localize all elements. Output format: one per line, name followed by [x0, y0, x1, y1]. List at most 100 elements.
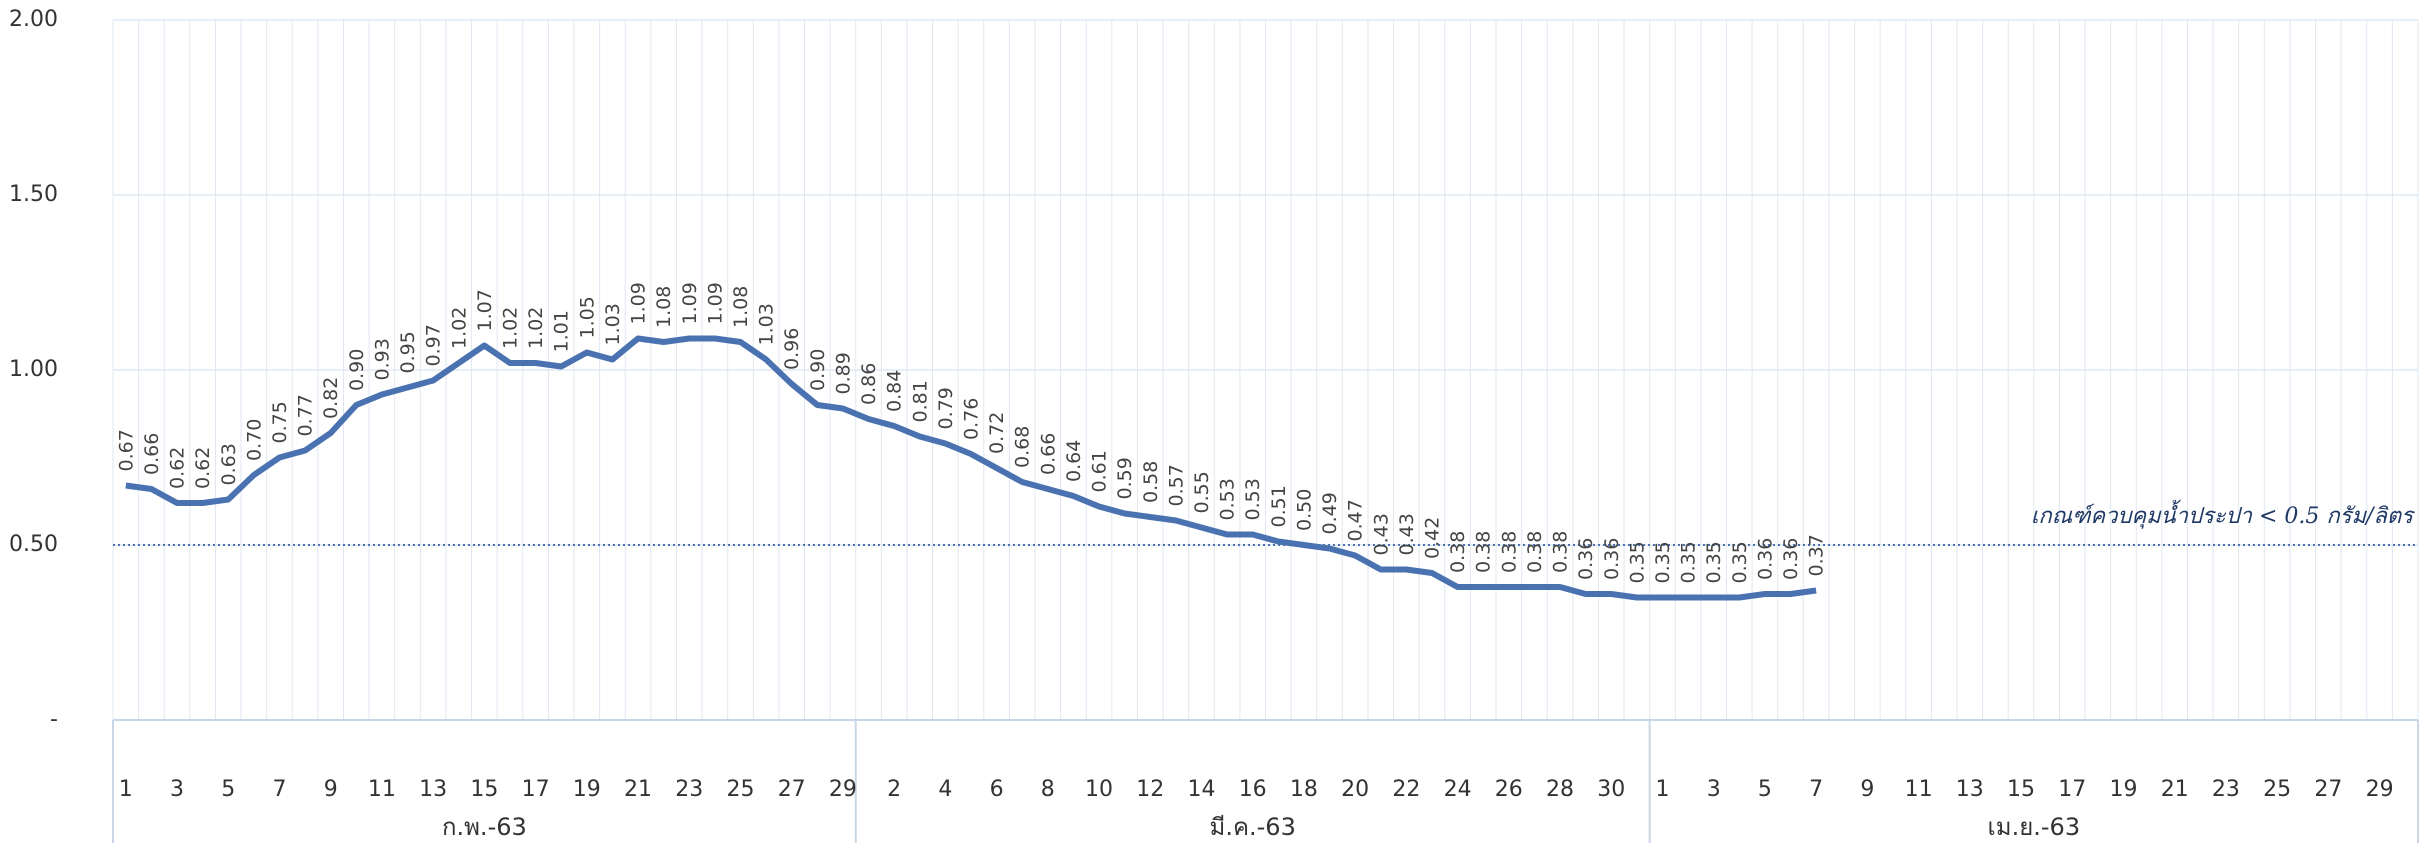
value-label: 0.37 [1806, 534, 1828, 576]
x-tick-label: 1 [119, 777, 133, 802]
value-label: 0.90 [807, 349, 829, 391]
value-label: 1.08 [730, 286, 752, 328]
value-label: 1.09 [704, 282, 726, 324]
x-tick-label: 7 [1809, 777, 1823, 802]
value-label: 1.02 [448, 307, 470, 349]
value-label: 0.55 [1191, 471, 1213, 513]
x-tick-label: 15 [2007, 777, 2035, 802]
x-tick-label: 22 [1392, 777, 1420, 802]
x-tick-label: 11 [1905, 777, 1933, 802]
value-label: 0.66 [141, 433, 163, 475]
x-tick-label: 16 [1239, 777, 1267, 802]
group-label: เม.ย.-63 [1988, 813, 2081, 841]
value-label: 1.09 [628, 282, 650, 324]
y-tick-label: 1.50 [9, 182, 58, 207]
x-tick-label: 30 [1597, 777, 1625, 802]
value-label: 0.68 [1012, 426, 1034, 468]
value-label: 0.86 [858, 363, 880, 405]
value-label: 0.43 [1396, 513, 1418, 555]
x-tick-label: 21 [2161, 777, 2189, 802]
y-tick-label: - [50, 707, 58, 732]
value-label: 1.02 [499, 307, 521, 349]
value-label: 0.64 [1063, 440, 1085, 482]
x-tick-label: 5 [1758, 777, 1772, 802]
x-tick-label: 21 [624, 777, 652, 802]
x-tick-label: 19 [573, 777, 601, 802]
x-tick-label: 13 [1956, 777, 1984, 802]
value-label: 0.67 [115, 429, 137, 471]
value-label: 0.36 [1754, 538, 1776, 580]
y-tick-label: 0.50 [9, 532, 58, 557]
value-label: 1.02 [525, 307, 547, 349]
value-label: 0.47 [1345, 499, 1367, 541]
value-label: 0.62 [167, 447, 189, 489]
value-label: 0.72 [986, 412, 1008, 454]
value-label: 0.63 [218, 443, 240, 485]
x-tick-label: 15 [470, 777, 498, 802]
value-label: 0.36 [1780, 538, 1802, 580]
x-tick-label: 3 [1707, 777, 1721, 802]
value-label: 0.82 [320, 377, 342, 419]
x-tick-label: 8 [1041, 777, 1055, 802]
group-label: มี.ค.-63 [1210, 813, 1296, 841]
value-label: 0.49 [1319, 492, 1341, 534]
x-tick-label: 4 [938, 777, 952, 802]
value-label: 0.35 [1729, 541, 1751, 583]
value-label: 1.08 [653, 286, 675, 328]
value-label: 0.38 [1447, 531, 1469, 573]
x-tick-label: 26 [1495, 777, 1523, 802]
x-tick-label: 27 [778, 777, 806, 802]
x-tick-label: 1 [1655, 777, 1669, 802]
value-label: 0.90 [346, 349, 368, 391]
value-label: 0.77 [295, 394, 317, 436]
x-tick-label: 7 [272, 777, 286, 802]
x-tick-label: 29 [2366, 777, 2394, 802]
value-label: 1.09 [679, 282, 701, 324]
reference-label: เกณฑ์ควบคุมน้ำประปา < 0.5 กรัม/ลิตร [2031, 499, 2416, 529]
value-label: 0.35 [1678, 541, 1700, 583]
x-tick-label: 10 [1085, 777, 1113, 802]
x-tick-label: 25 [2263, 777, 2291, 802]
group-label: ก.พ.-63 [442, 813, 527, 841]
x-tick-label: 2 [887, 777, 901, 802]
value-label: 0.35 [1626, 541, 1648, 583]
x-tick-label: 9 [324, 777, 338, 802]
x-tick-label: 5 [221, 777, 235, 802]
data-line [125, 335, 1817, 601]
x-tick-label: 29 [829, 777, 857, 802]
x-tick-label: 19 [2109, 777, 2137, 802]
value-label: 0.38 [1550, 531, 1572, 573]
x-tick-label: 14 [1187, 777, 1215, 802]
value-label: 0.35 [1652, 541, 1674, 583]
value-label: 0.36 [1575, 538, 1597, 580]
value-label: 0.79 [935, 387, 957, 429]
value-label: 1.07 [474, 289, 496, 331]
value-label: 0.35 [1703, 541, 1725, 583]
x-tick-label: 27 [2314, 777, 2342, 802]
value-label: 1.03 [756, 303, 778, 345]
value-label: 0.53 [1217, 478, 1239, 520]
value-label: 0.62 [192, 447, 214, 489]
value-label: 0.38 [1473, 531, 1495, 573]
x-tick-label: 23 [675, 777, 703, 802]
value-label: 0.58 [1140, 461, 1162, 503]
value-label: 0.84 [884, 370, 906, 412]
value-label: 0.50 [1293, 489, 1315, 531]
value-label: 0.93 [371, 338, 393, 380]
value-label: 1.03 [602, 303, 624, 345]
value-label: 0.97 [423, 324, 445, 366]
x-tick-label: 25 [726, 777, 754, 802]
value-label: 0.38 [1524, 531, 1546, 573]
x-tick-label: 17 [522, 777, 550, 802]
x-tick-label: 12 [1136, 777, 1164, 802]
value-label: 0.38 [1498, 531, 1520, 573]
value-label: 0.57 [1165, 464, 1187, 506]
value-label: 0.59 [1114, 457, 1136, 499]
x-tick-label: 23 [2212, 777, 2240, 802]
value-label: 0.89 [832, 352, 854, 394]
value-label: 0.51 [1268, 485, 1290, 527]
x-tick-label: 11 [368, 777, 396, 802]
value-label: 0.66 [1037, 433, 1059, 475]
x-tick-label: 20 [1341, 777, 1369, 802]
